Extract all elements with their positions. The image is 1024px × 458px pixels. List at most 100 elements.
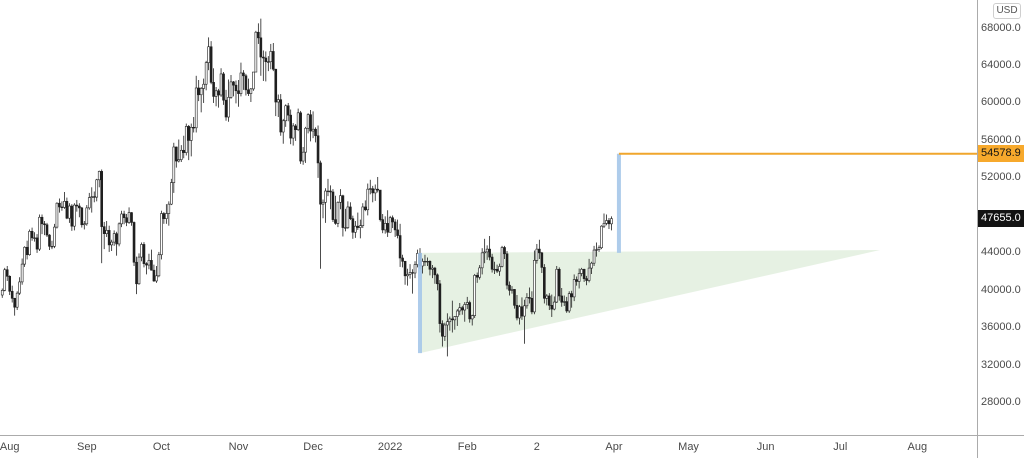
candle: [515, 305, 519, 319]
candle: [535, 248, 539, 261]
candle: [68, 205, 71, 219]
candle: [65, 201, 69, 219]
candle: [289, 114, 292, 139]
candle: [249, 88, 253, 94]
candle: [172, 146, 176, 183]
candle: [500, 247, 504, 267]
candle: [493, 268, 496, 271]
time-axis[interactable]: Aug Sep Oct Nov Dec 2022 Feb 2 Apr May Jun Jul Aug: [0, 436, 977, 458]
candle: [331, 191, 335, 220]
candle: [145, 263, 148, 266]
candle: [296, 112, 300, 130]
target-price-label: 54578.9: [978, 145, 1024, 163]
candle: [30, 231, 34, 239]
candle: [244, 75, 248, 91]
candle: [182, 149, 186, 153]
candle: [441, 323, 444, 337]
candle: [212, 82, 215, 97]
candle: [557, 268, 561, 297]
candle: [533, 260, 536, 313]
candle: [207, 46, 210, 63]
candle: [229, 81, 233, 98]
candle: [276, 99, 280, 103]
candle: [224, 99, 228, 118]
candle: [97, 171, 101, 181]
candle: [363, 206, 367, 211]
candle: [366, 188, 370, 211]
candle: [10, 290, 14, 299]
candle: [179, 149, 183, 160]
chart-plot-area[interactable]: [0, 0, 977, 435]
candle: [202, 83, 205, 89]
candle: [478, 267, 481, 278]
time-tick-label: 2: [533, 441, 540, 453]
candle: [155, 275, 158, 282]
candle: [23, 246, 26, 265]
candle: [13, 298, 16, 308]
candle: [120, 213, 123, 225]
candle: [580, 268, 583, 274]
candle: [3, 269, 7, 291]
candle: [505, 253, 509, 286]
candle: [274, 68, 278, 103]
candle: [490, 256, 494, 270]
candle: [408, 272, 412, 275]
candle: [85, 207, 89, 225]
candle: [187, 126, 191, 141]
time-tick-label: Jun: [756, 441, 775, 453]
candle: [137, 256, 141, 285]
candle: [540, 252, 544, 268]
candle: [585, 278, 588, 281]
candle: [140, 244, 143, 258]
time-tick-label: Sep: [76, 441, 97, 453]
candle: [304, 127, 307, 153]
candle: [175, 146, 178, 162]
candle: [316, 135, 320, 164]
candle: [162, 213, 166, 219]
candle: [346, 206, 350, 228]
time-tick-label: Dec: [303, 441, 323, 453]
current-price-label: 47655.0: [978, 210, 1024, 228]
candle: [122, 213, 126, 219]
price-tick-label: 44000.0: [981, 246, 1021, 259]
candle: [324, 190, 327, 203]
candle: [381, 219, 384, 231]
candle: [92, 196, 96, 198]
candle: [107, 230, 111, 246]
candle: [453, 316, 457, 321]
candle: [538, 248, 541, 254]
candle: [117, 223, 121, 245]
candle: [319, 162, 322, 205]
price-tick-label: 64000.0: [981, 58, 1021, 71]
candle: [436, 274, 439, 285]
candle: [125, 217, 128, 223]
candle: [192, 127, 196, 129]
candle: [396, 229, 399, 236]
time-tick-label: Nov: [228, 441, 249, 453]
candle: [227, 97, 230, 118]
price-axis[interactable]: USD 54578.9 47655.0 68000.0 64000.0 60000.…: [978, 0, 1024, 435]
candle: [523, 305, 526, 317]
candle: [184, 126, 188, 153]
candle: [428, 260, 432, 270]
candle: [237, 90, 240, 94]
candle: [610, 218, 613, 225]
candle: [15, 292, 19, 308]
candle: [386, 223, 389, 233]
candle: [100, 171, 104, 227]
candle: [234, 84, 238, 92]
candle: [570, 293, 573, 298]
candle: [127, 212, 131, 223]
candle: [135, 261, 138, 285]
candle: [336, 201, 340, 224]
candle: [388, 217, 392, 233]
candle: [87, 197, 91, 209]
candle: [199, 88, 203, 96]
candle: [339, 195, 342, 203]
candle: [361, 206, 365, 226]
candle: [239, 72, 243, 94]
candle: [90, 196, 94, 198]
candle: [480, 252, 484, 269]
candle: [214, 90, 218, 97]
